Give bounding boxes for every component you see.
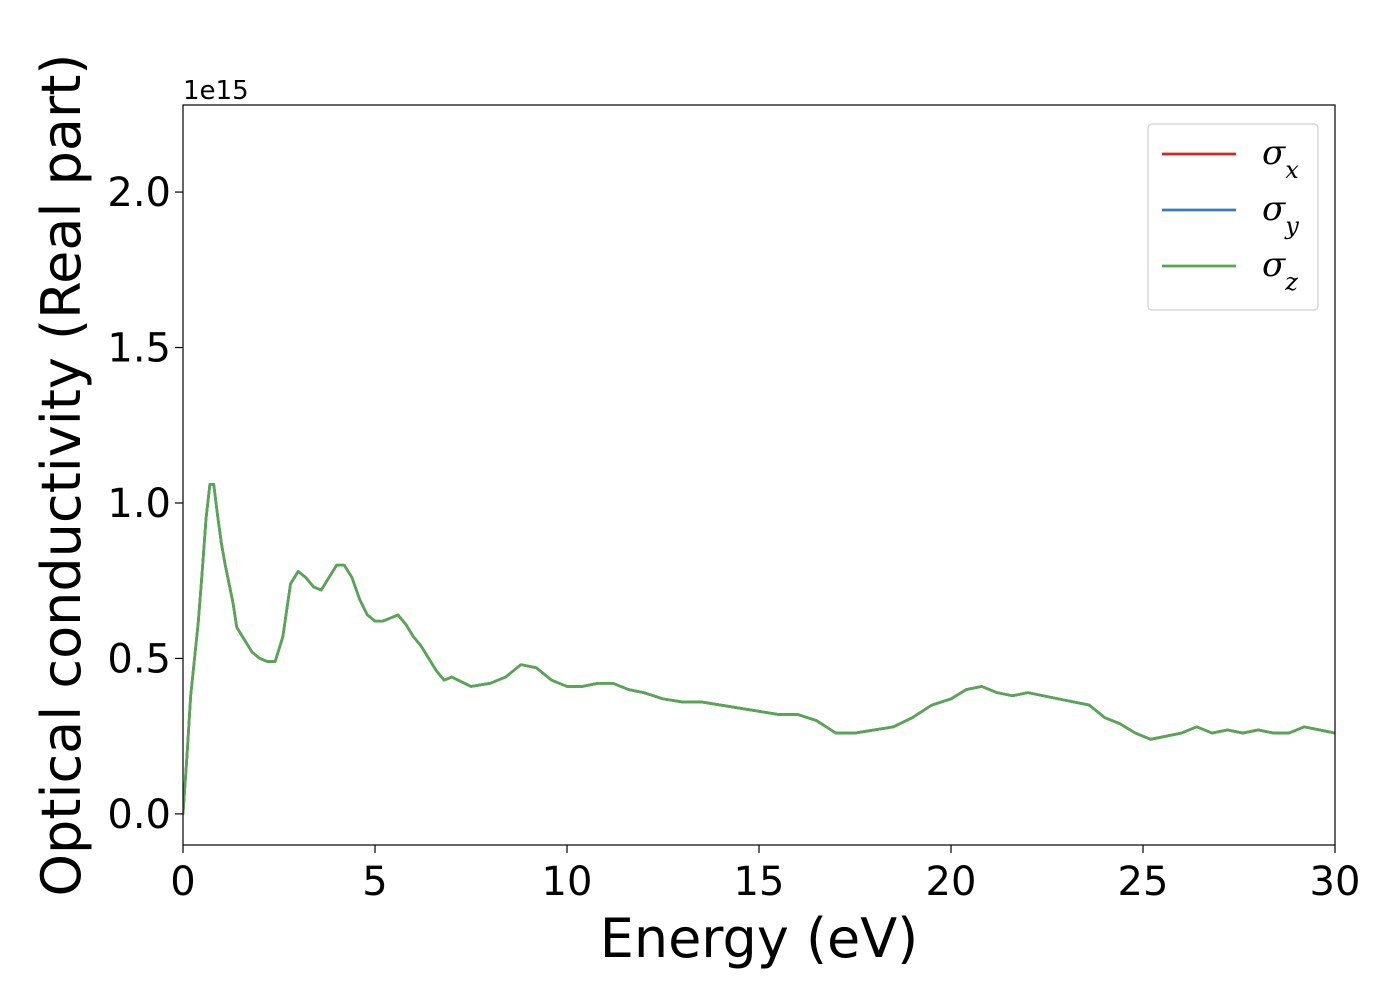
legend-box [1147,123,1319,311]
legend-entry-y: σy [1262,189,1299,240]
x-tick-label: 10 [542,859,593,905]
y-axis-offset-label: 1e15 [183,76,249,106]
y-tick-label: 2.0 [107,170,171,216]
legend-entry-subscript: z [1284,268,1298,296]
series-line-z [183,483,1335,816]
x-tick-label: 15 [734,859,785,905]
x-tick-label: 25 [1118,859,1169,905]
axes-layer: 0 5 10 15 20 25 30 0.0 0.5 1.0 1.5 2.0 [107,104,1361,905]
x-tick-label: 5 [362,859,387,905]
plot-background [183,105,1335,845]
y-tick-label: 1.5 [107,326,171,372]
y-tick-label: 1.0 [107,481,171,527]
legend-entry-symbol: σ [1262,189,1286,229]
series-layer [183,483,1335,816]
legend-entry-subscript: y [1284,212,1299,240]
y-tick-label: 0.5 [107,636,171,682]
y-tick-label: 0.0 [107,792,171,838]
x-tick-label: 0 [170,859,195,905]
x-tick-label: 20 [926,859,977,905]
x-tick-label: 30 [1310,859,1361,905]
legend-entry-x: σx [1262,133,1299,184]
legend-entry-z: σz [1262,245,1298,296]
legend-entry-symbol: σ [1262,133,1286,173]
plot-area [183,105,1335,845]
legend-entry-subscript: x [1285,156,1299,184]
x-axis-label: Energy (eV) [600,907,919,970]
legend-entry-symbol: σ [1262,245,1286,285]
y-axis-label: Optical conductivity (Real part) [30,54,93,897]
